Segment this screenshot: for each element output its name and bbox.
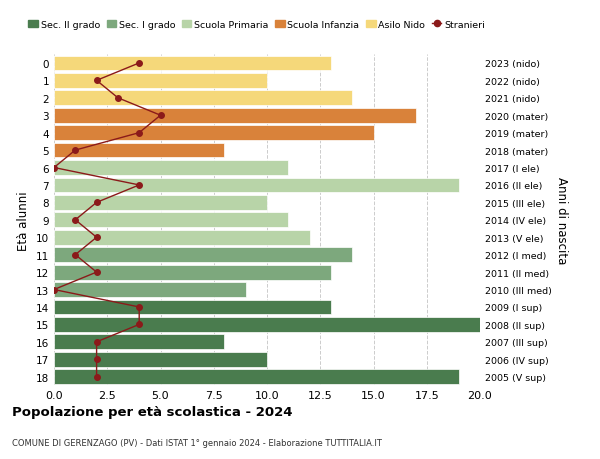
Legend: Sec. II grado, Sec. I grado, Scuola Primaria, Scuola Infanzia, Asilo Nido, Stran: Sec. II grado, Sec. I grado, Scuola Prim… [25,17,488,34]
Bar [54,126,373,141]
Bar [54,56,331,71]
Y-axis label: Anni di nascita: Anni di nascita [556,177,568,264]
Bar [54,369,459,384]
Bar [54,317,480,332]
Bar [54,161,289,175]
Bar [54,335,224,349]
Bar [54,352,267,367]
Bar [54,248,352,263]
Bar [54,265,331,280]
Bar [54,282,246,297]
Y-axis label: Età alunni: Età alunni [17,190,31,250]
Bar [54,74,267,89]
Bar [54,300,331,315]
Text: Popolazione per età scolastica - 2024: Popolazione per età scolastica - 2024 [12,405,293,419]
Bar [54,213,289,228]
Bar [54,196,267,210]
Bar [54,143,224,158]
Bar [54,178,459,193]
Text: COMUNE DI GERENZAGO (PV) - Dati ISTAT 1° gennaio 2024 - Elaborazione TUTTITALIA.: COMUNE DI GERENZAGO (PV) - Dati ISTAT 1°… [12,438,382,447]
Bar [54,109,416,123]
Bar [54,230,310,245]
Bar [54,91,352,106]
